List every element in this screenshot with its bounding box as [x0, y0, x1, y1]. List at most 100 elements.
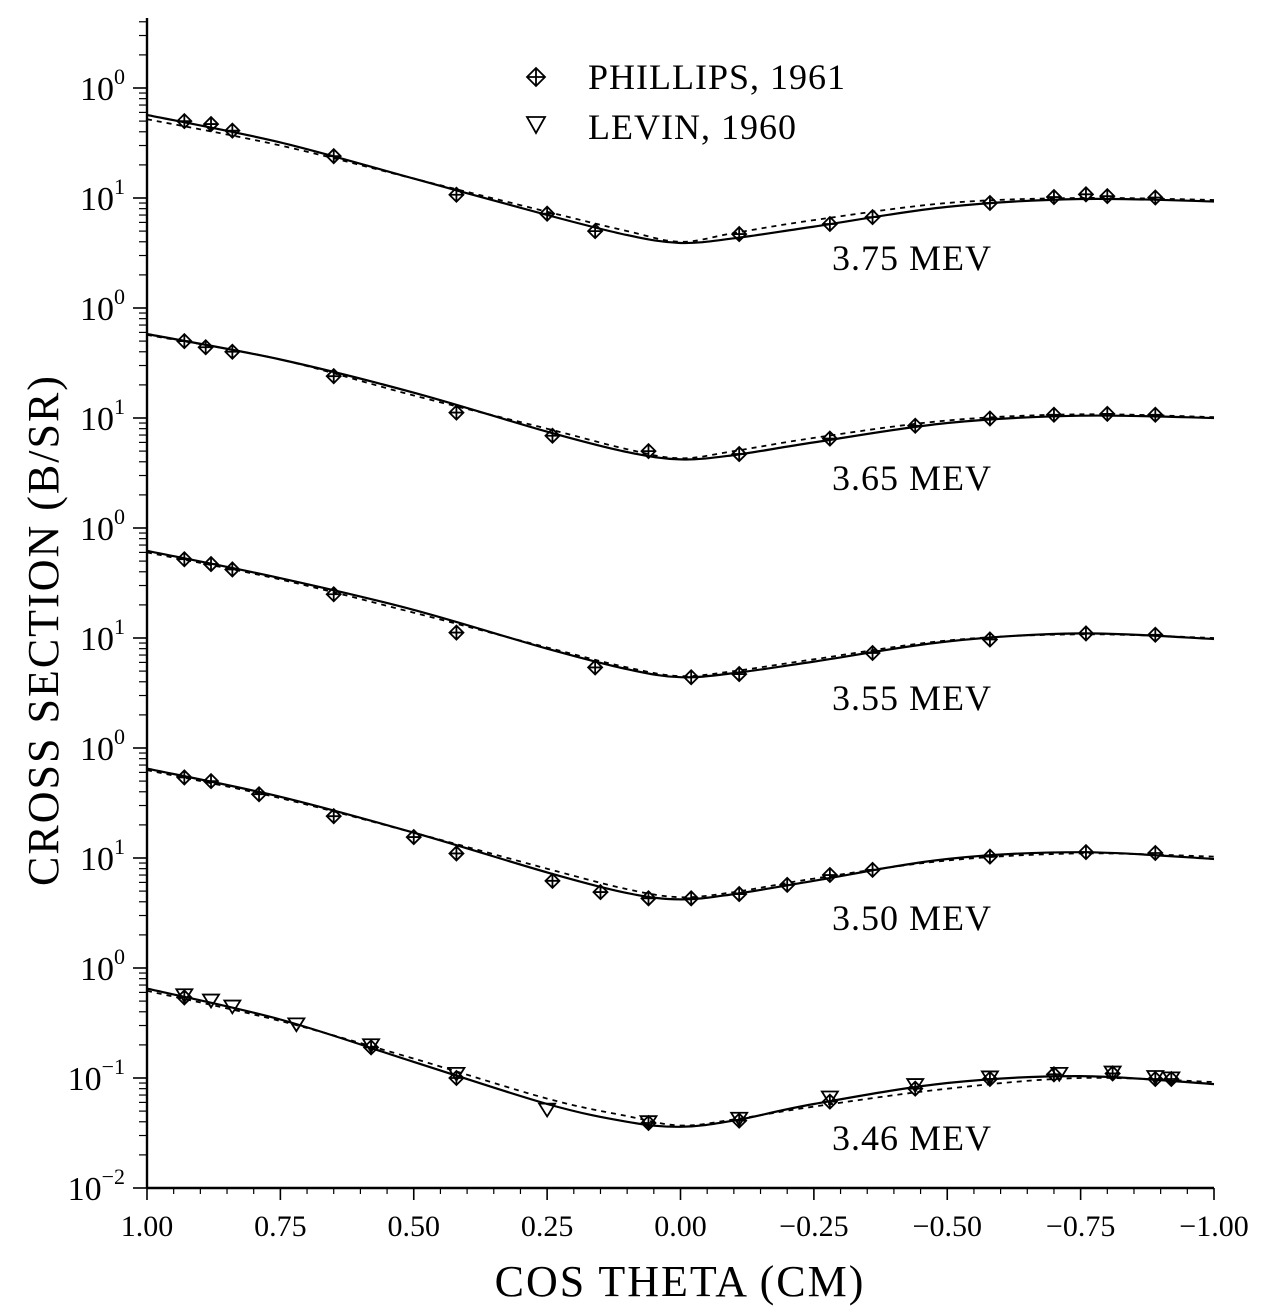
phillips-data-point [1045, 406, 1063, 424]
phillips-data-point [1045, 1066, 1063, 1083]
phillips-data-point [1045, 188, 1063, 206]
phillips-data-point [586, 659, 604, 676]
x-tick-label: −0.25 [779, 1210, 848, 1243]
phillips-data-point [821, 215, 839, 233]
solid-fit-curve [146, 987, 1215, 1128]
levin-data-point [361, 1038, 381, 1054]
levin-data-point [1145, 1070, 1165, 1086]
energy-label: 3.75 MEV [832, 238, 992, 278]
phillips-data-point [544, 427, 561, 444]
panel-350: 3.50 MEV [146, 767, 1215, 938]
phillips-data-point [778, 876, 796, 894]
phillips-data-point [730, 225, 748, 243]
phillips-data-point [202, 772, 220, 790]
panel-346: 3.46 MEV [146, 987, 1215, 1158]
phillips-data-point [906, 417, 924, 435]
legend-marker-phillips [525, 66, 547, 88]
energy-label: 3.55 MEV [832, 678, 992, 718]
x-tick-label: 0.25 [521, 1210, 574, 1243]
phillips-data-point [176, 112, 193, 130]
phillips-data-point [448, 1069, 465, 1087]
phillips-data-point [544, 872, 561, 890]
phillips-data-point [448, 624, 465, 641]
levin-data-point [638, 1115, 659, 1131]
phillips-data-point [176, 550, 193, 568]
phillips-data-point [202, 115, 220, 133]
phillips-data-point [202, 555, 220, 573]
x-tick-label: 0.00 [654, 1210, 707, 1243]
y-tick-label: 100 [80, 284, 125, 328]
phillips-data-point [176, 769, 193, 786]
energy-label: 3.50 MEV [832, 898, 992, 938]
phillips-data-point [325, 585, 342, 603]
phillips-data-point [1147, 626, 1164, 644]
levin-data-point [286, 1017, 307, 1033]
legend: PHILLIPS, 1961 LEVIN, 1960 [525, 57, 846, 147]
y-tick-label: 101 [80, 614, 125, 658]
panels-layer: 3.75 MEV 3.65 MEV 3.55 MEV 3.50 MEV 3.46 MEV [146, 112, 1215, 1158]
phillips-data-point [325, 807, 342, 825]
phillips-data-point [821, 430, 839, 447]
phillips-data-point [592, 883, 609, 901]
phillips-data-point [224, 561, 241, 578]
solid-fit-curve [146, 767, 1215, 901]
phillips-data-point [325, 367, 342, 385]
phillips-data-point [1147, 189, 1164, 206]
phillips-data-point [821, 866, 839, 884]
levin-data-point [1103, 1065, 1123, 1082]
phillips-data-point [448, 404, 465, 421]
phillips-data-point [864, 208, 881, 226]
levin-data-point [446, 1066, 467, 1083]
solid-fit-curve [146, 332, 1215, 461]
y-tick-label: 101 [80, 834, 125, 878]
y-tick-label: 100 [80, 944, 125, 988]
levin-data-point [174, 988, 194, 1004]
dashed-fit-curve [146, 334, 1215, 460]
phillips-data-point [1147, 844, 1164, 862]
phillips-data-point [981, 631, 999, 648]
phillips-data-point [250, 785, 268, 803]
phillips-data-point [1077, 625, 1095, 642]
phillips-data-point [981, 848, 999, 865]
phillips-data-point [640, 442, 657, 460]
energy-label: 3.65 MEV [832, 458, 992, 498]
x-tick-label: −0.50 [913, 1210, 982, 1243]
levin-data-point [201, 993, 221, 1010]
solid-fit-curve [146, 113, 1215, 245]
levin-data-point [1161, 1071, 1181, 1087]
x-tick-label: 0.75 [254, 1210, 307, 1243]
phillips-data-point [197, 338, 214, 356]
panel-355: 3.55 MEV [146, 549, 1215, 718]
legend-label-phillips: PHILLIPS, 1961 [588, 57, 846, 97]
phillips-data-point [730, 885, 748, 903]
axes-layer: 1.00 0.75 0.50 0.25 0.00 −0.25 −0.50 −0.75 −1.00… [68, 18, 1249, 1243]
y-tick-label: 101 [80, 394, 125, 438]
phillips-data-point [682, 668, 700, 686]
y-tick-label: 100 [80, 504, 125, 548]
phillips-data-point [224, 122, 241, 139]
y-axis-title: CROSS SECTION (B/SR) [19, 374, 68, 886]
levin-data-point [537, 1102, 557, 1119]
phillips-data-point [448, 845, 465, 862]
phillips-data-point [448, 186, 465, 204]
dashed-fit-curve [146, 769, 1215, 899]
panel-375: 3.75 MEV [146, 112, 1215, 278]
phillips-data-point [325, 147, 342, 165]
phillips-data-point [640, 890, 657, 907]
levin-data-point [1049, 1066, 1069, 1083]
levin-data-point [729, 1111, 749, 1128]
solid-fit-curve [146, 549, 1215, 679]
phillips-data-point [864, 861, 881, 879]
phillips-data-point [1147, 406, 1164, 424]
energy-label: 3.46 MEV [832, 1118, 992, 1158]
y-tick-label: 100 [80, 64, 125, 108]
levin-data-point [905, 1078, 925, 1094]
levin-data-point [820, 1090, 840, 1107]
y-tick-label: 101 [80, 174, 125, 218]
y-tick-label: 100 [80, 724, 125, 768]
phillips-data-point [1077, 843, 1095, 861]
panel-365: 3.65 MEV [146, 332, 1215, 498]
x-tick-label: −0.75 [1046, 1210, 1115, 1243]
phillips-data-point [730, 445, 748, 463]
